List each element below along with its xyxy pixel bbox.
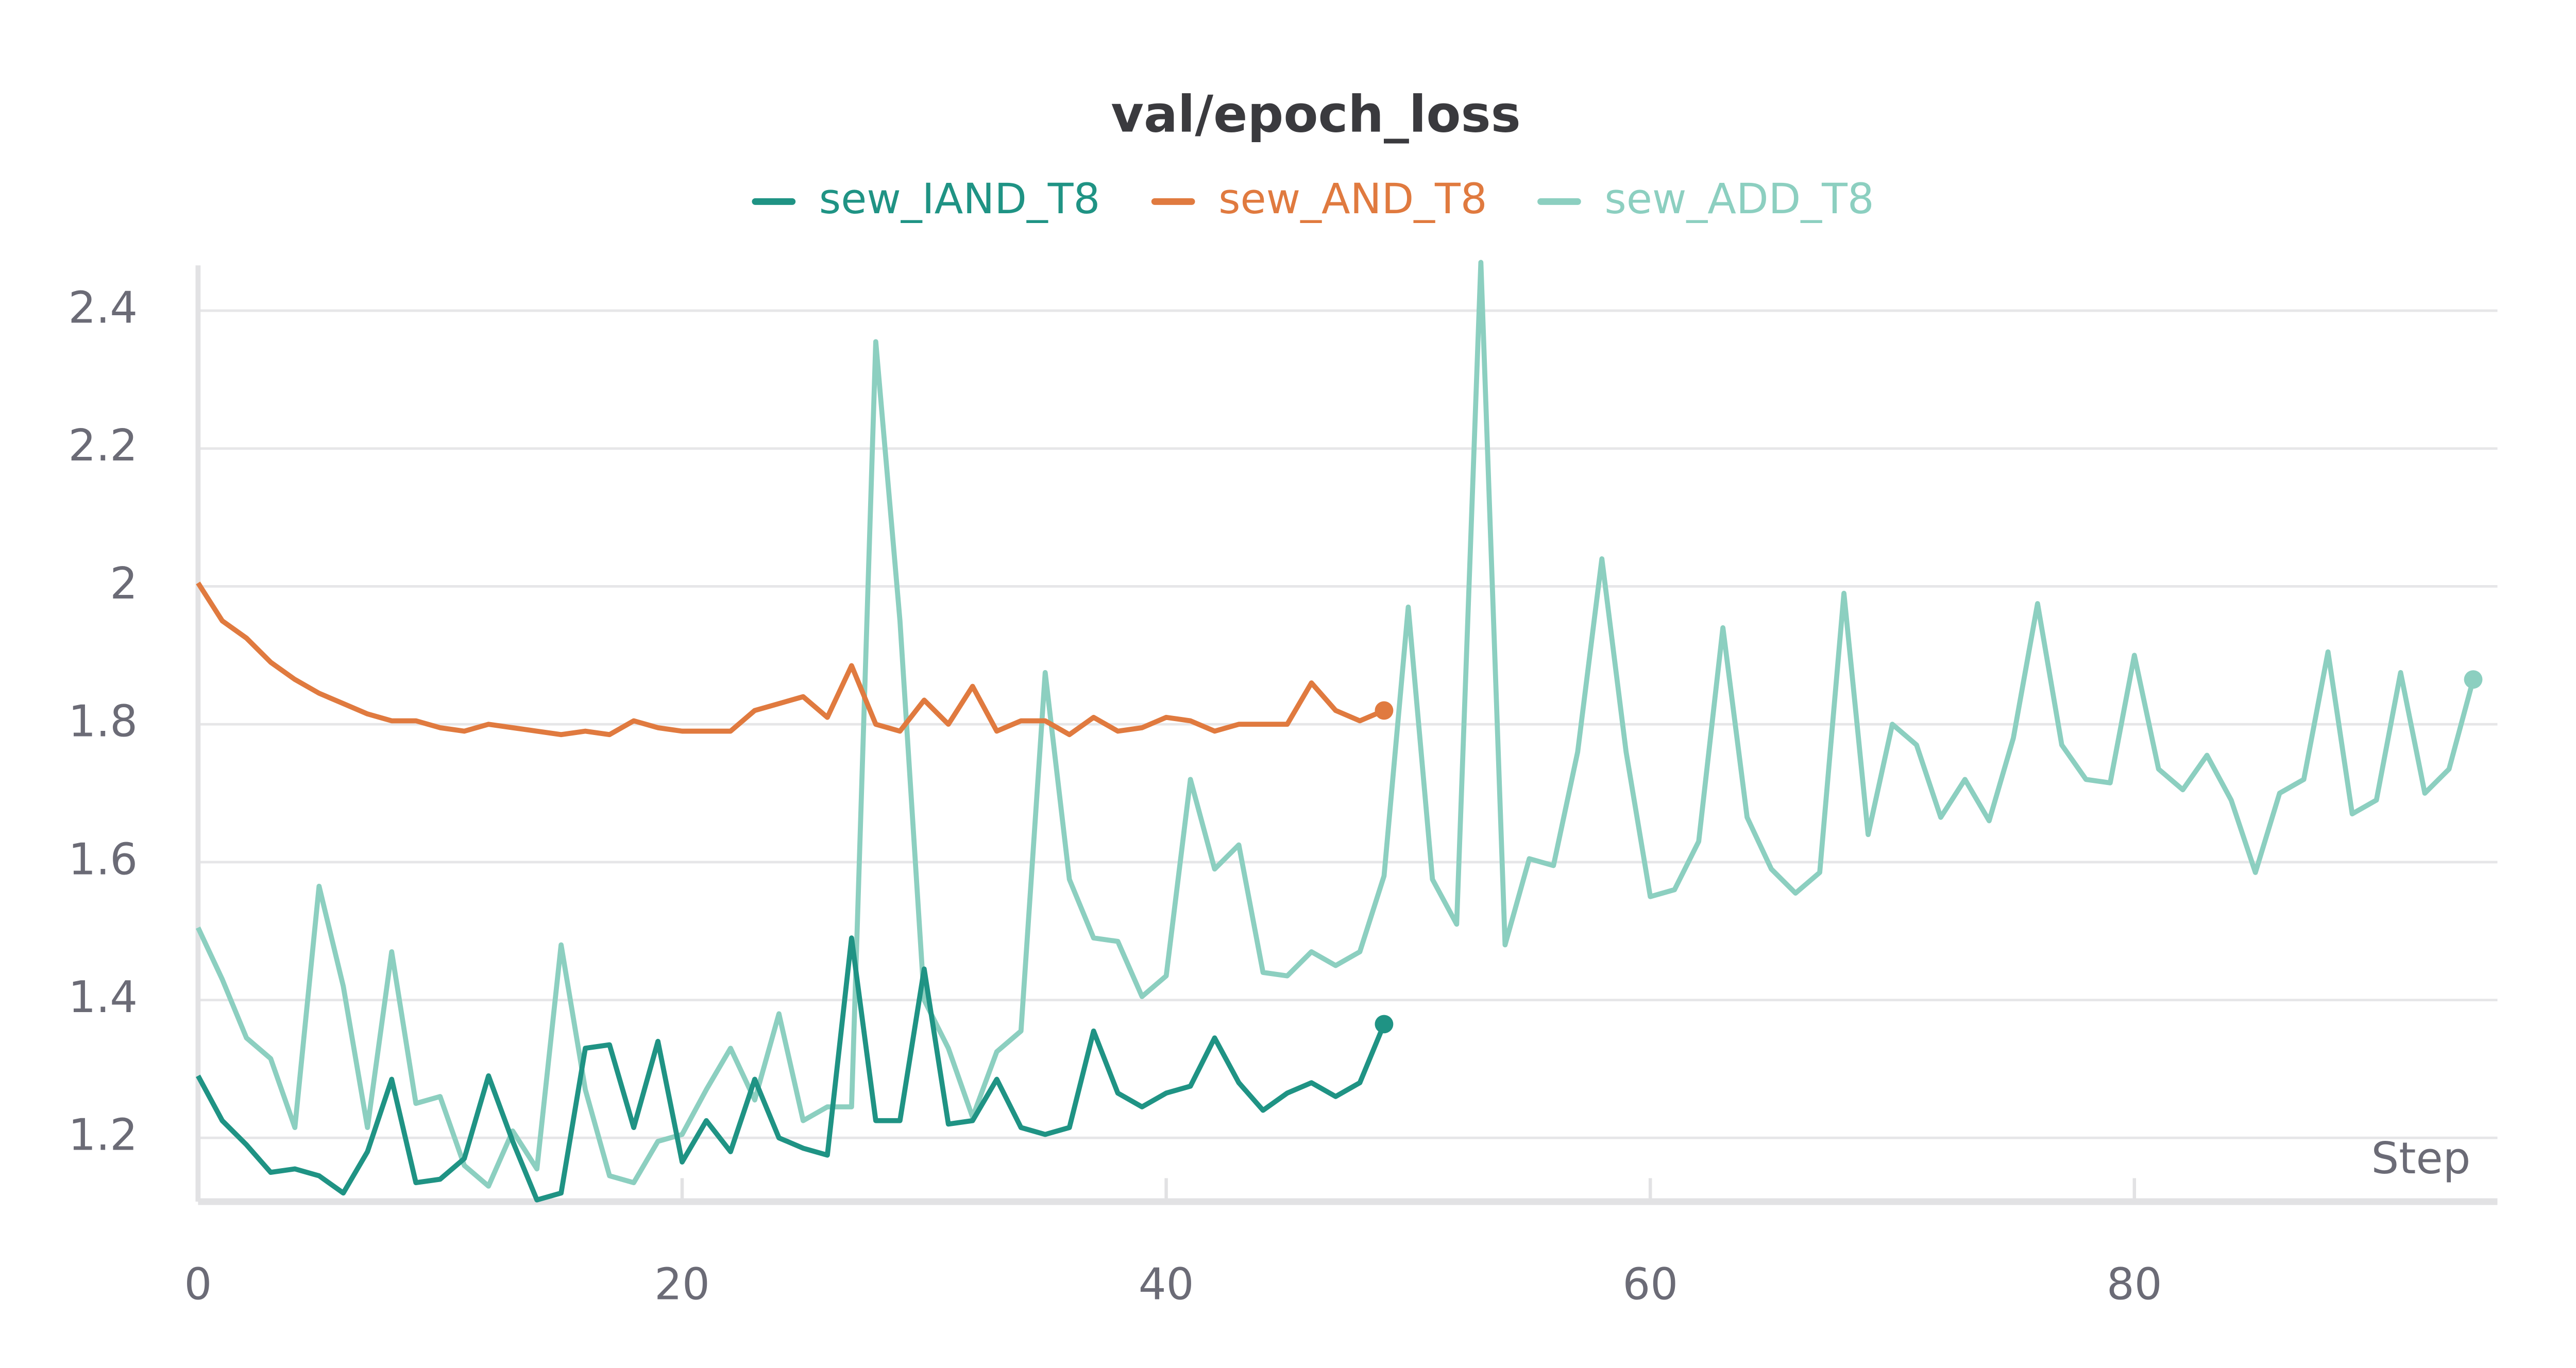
line xyxy=(196,582,1385,738)
x-tick-label: 60 xyxy=(1622,1259,1678,1310)
chart-title: val/epoch_loss xyxy=(1111,85,1521,144)
end-point xyxy=(1375,701,1394,720)
legend-label: sew_ADD_T8 xyxy=(1604,175,1874,224)
x-axis-label: Step xyxy=(2371,1133,2471,1184)
y-tick-label: 1.2 xyxy=(68,1109,138,1160)
y-tick-label: 1.4 xyxy=(68,971,138,1022)
x-tick-label: 80 xyxy=(2107,1259,2162,1310)
x-tick-label: 20 xyxy=(654,1259,710,1310)
y-tick-label: 2.4 xyxy=(68,282,138,333)
legend-label: sew_AND_T8 xyxy=(1218,175,1487,224)
end-point xyxy=(2464,670,2483,689)
line xyxy=(196,935,1386,1203)
y-tick-label: 1.6 xyxy=(68,833,138,884)
legend-label: sew_IAND_T8 xyxy=(819,175,1100,224)
line xyxy=(195,260,2476,1189)
x-tick-label: 0 xyxy=(184,1259,212,1310)
y-tick-label: 2 xyxy=(110,558,138,609)
x-tick-label: 40 xyxy=(1139,1259,1194,1310)
y-tick-label: 2.2 xyxy=(68,420,138,471)
end-point xyxy=(1375,1015,1394,1034)
y-tick-label: 1.8 xyxy=(68,696,138,747)
